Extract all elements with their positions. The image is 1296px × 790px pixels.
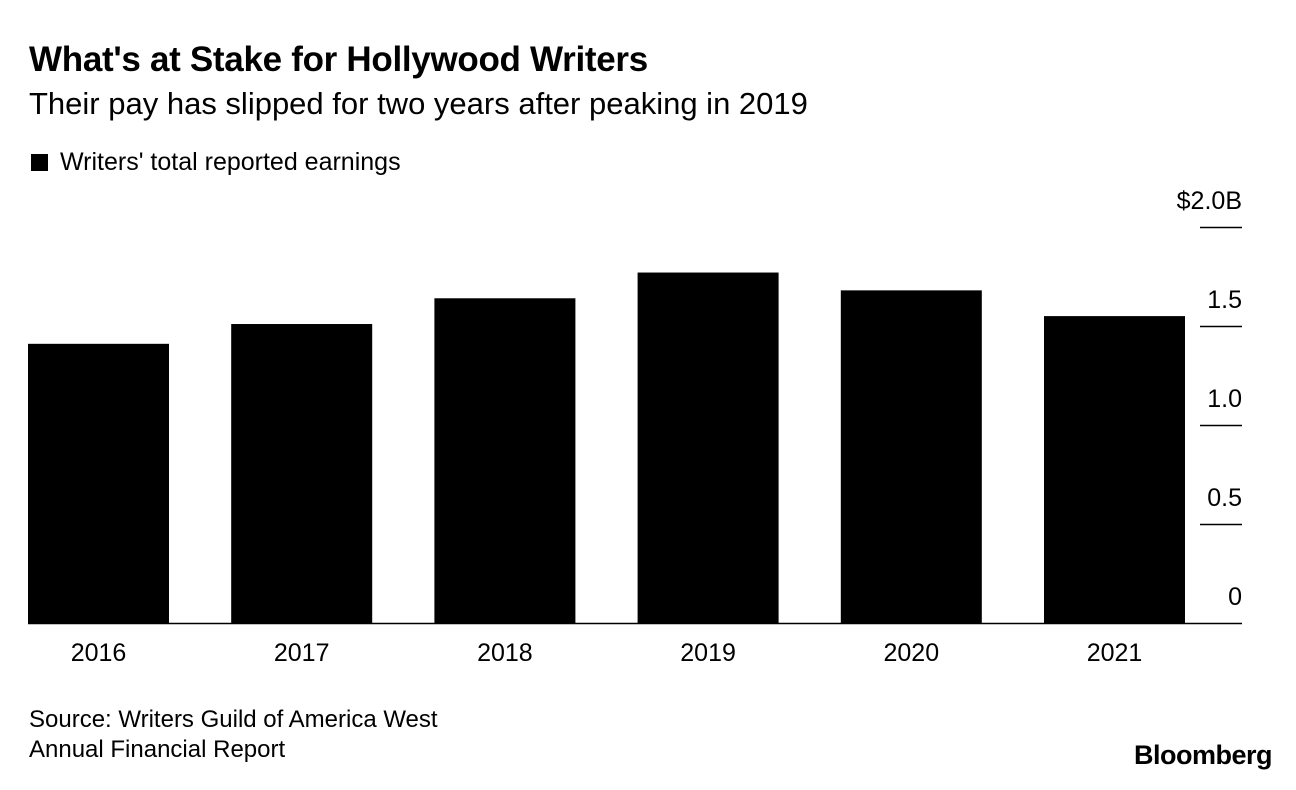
chart-subtitle: Their pay has slipped for two years afte… bbox=[29, 86, 808, 121]
source-line-1: Source: Writers Guild of America West bbox=[29, 706, 438, 733]
bar-2016 bbox=[28, 343, 169, 623]
bloomberg-logo: Bloomberg bbox=[1133, 740, 1273, 770]
source-note: Source: Writers Guild of America West An… bbox=[29, 705, 438, 765]
x-tick-label-2020: 2020 bbox=[883, 639, 939, 667]
bar-2021 bbox=[1044, 316, 1185, 623]
bar-2019 bbox=[637, 272, 779, 623]
bar-2018 bbox=[434, 298, 576, 623]
x-tick-label-2016: 2016 bbox=[71, 639, 127, 667]
legend-label: Writers' total reported earnings bbox=[60, 148, 401, 176]
source-line-2: Annual Financial Report bbox=[29, 736, 286, 763]
x-tick-label-2018: 2018 bbox=[477, 639, 533, 667]
y-tick-label-3: 1.5 bbox=[1207, 286, 1242, 314]
bar-2017 bbox=[231, 324, 373, 623]
legend: Writers' total reported earnings bbox=[31, 148, 401, 177]
x-tick-label-2021: 2021 bbox=[1087, 639, 1143, 667]
bar-2020 bbox=[840, 290, 982, 623]
y-tick-label-0: 0 bbox=[1228, 583, 1242, 611]
y-tick-label-1: 0.5 bbox=[1207, 484, 1242, 512]
chart-title: What's at Stake for Hollywood Writers bbox=[29, 40, 648, 79]
legend-swatch bbox=[31, 154, 48, 171]
y-tick-label-4: $2.0B bbox=[1177, 187, 1242, 215]
x-tick-label-2019: 2019 bbox=[680, 639, 736, 667]
y-tick-label-2: 1.0 bbox=[1207, 385, 1242, 413]
x-tick-label-2017: 2017 bbox=[274, 639, 330, 667]
